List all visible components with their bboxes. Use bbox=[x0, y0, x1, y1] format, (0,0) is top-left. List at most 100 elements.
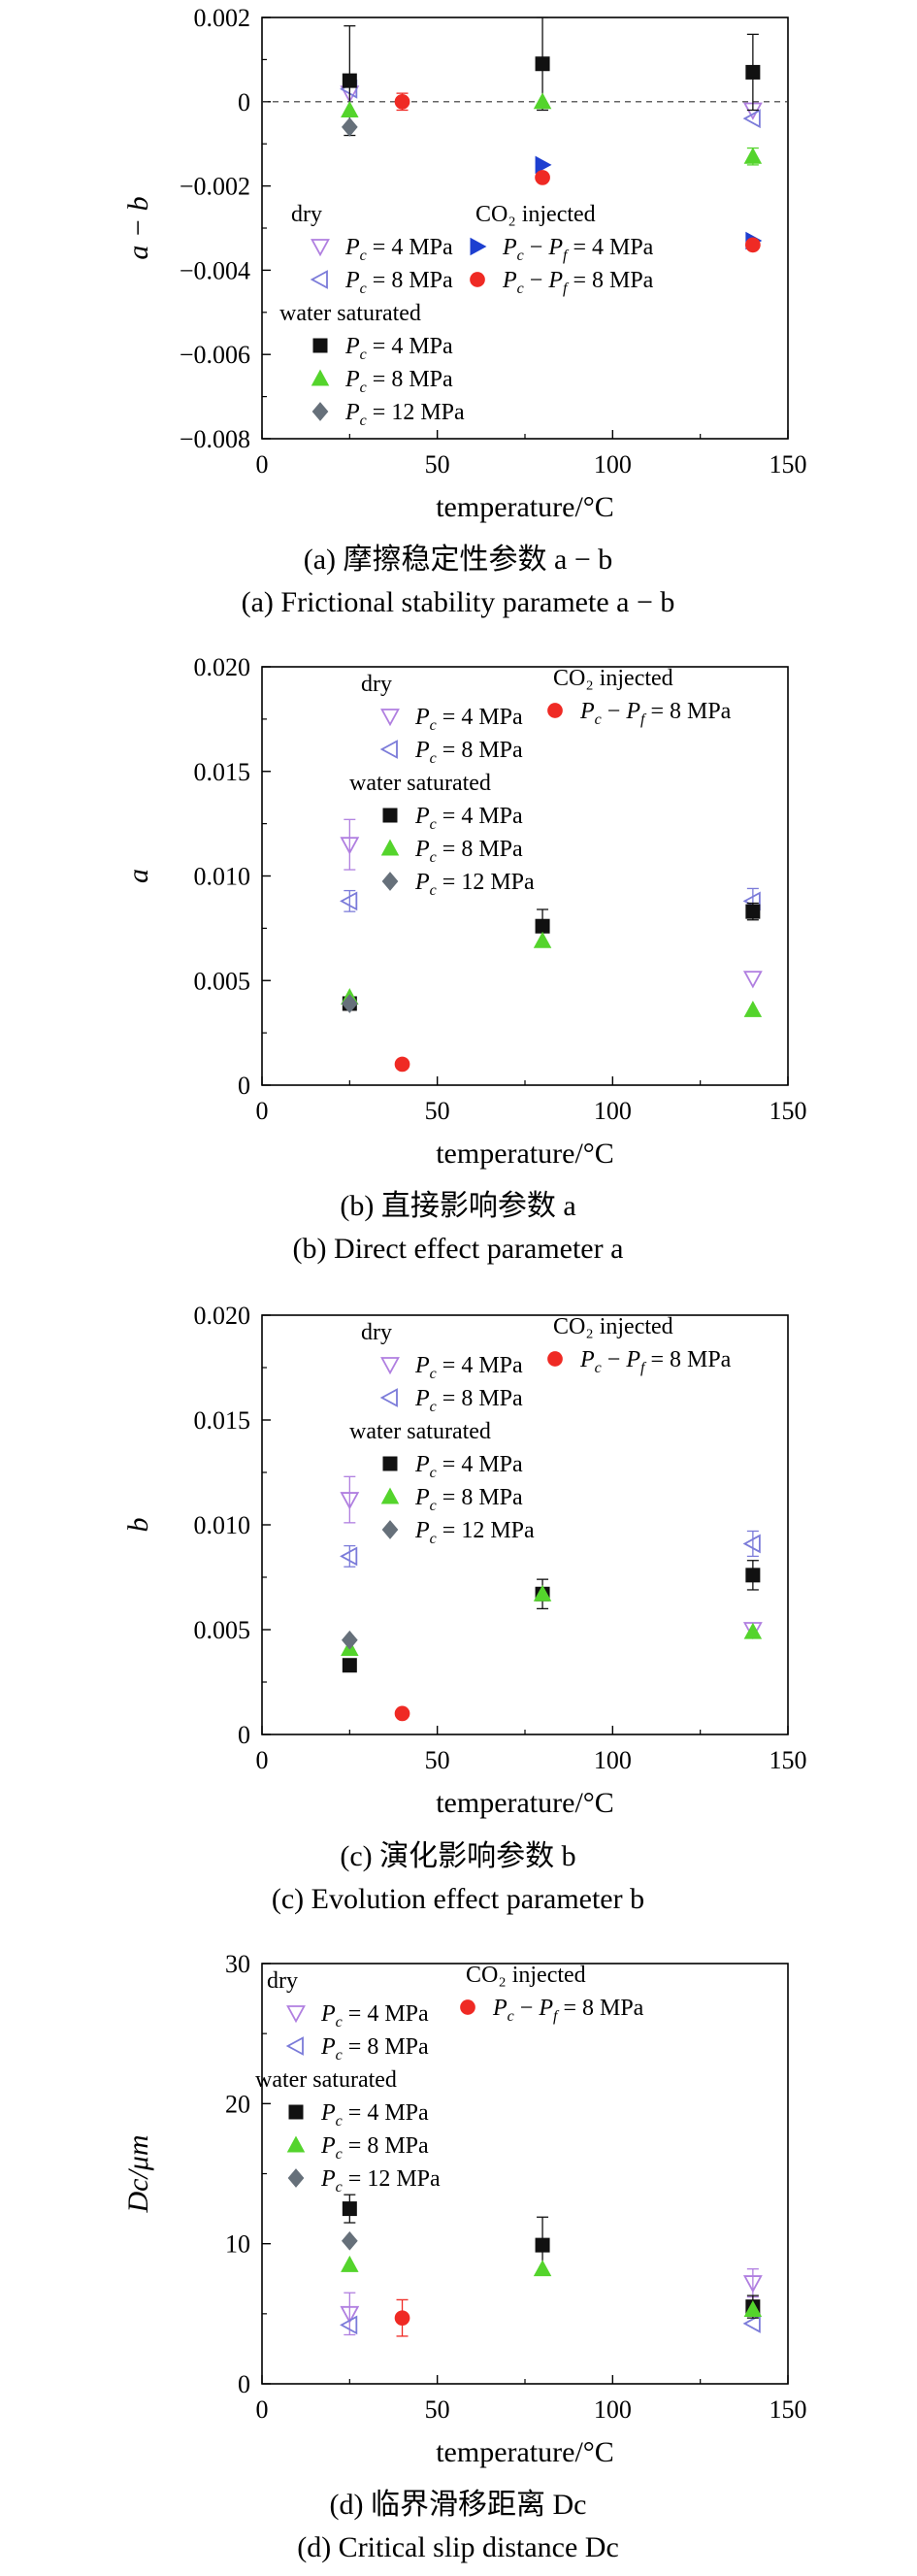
legend-marker bbox=[547, 1351, 563, 1367]
series-dry8 bbox=[340, 1530, 761, 1568]
data-point bbox=[341, 116, 358, 137]
data-point bbox=[394, 1705, 410, 1722]
legend-marker bbox=[380, 1357, 400, 1375]
y-axis-label: b bbox=[122, 1518, 154, 1533]
legend-label: Pc = 8 MPa bbox=[344, 367, 453, 396]
legend-marker bbox=[380, 709, 400, 727]
legend-label: Pc = 12 MPa bbox=[414, 1518, 535, 1547]
series-w4 bbox=[342, 1560, 761, 1673]
y-axis-label: a bbox=[122, 869, 154, 883]
x-tick-label: 50 bbox=[425, 1097, 450, 1125]
legend-marker bbox=[382, 1456, 398, 1471]
caption-english: (d) Critical slip distance Dc bbox=[297, 2531, 619, 2563]
data-point bbox=[342, 1658, 357, 1673]
series-w8 bbox=[341, 2255, 763, 2318]
legend-label: Pc − Pf = 8 MPa bbox=[579, 1347, 732, 1376]
data-point bbox=[745, 64, 761, 80]
legend-marker bbox=[379, 740, 398, 759]
x-axis-label: temperature/°C bbox=[436, 491, 614, 523]
data-point bbox=[745, 904, 761, 919]
legend-marker bbox=[380, 839, 400, 856]
y-tick-label: 0 bbox=[238, 2370, 250, 2398]
x-tick-label: 100 bbox=[594, 1097, 632, 1125]
data-point bbox=[340, 837, 360, 855]
legend-marker bbox=[382, 808, 398, 823]
series-co2_8 bbox=[394, 1705, 410, 1722]
series-dry8 bbox=[340, 2314, 761, 2335]
legend-label: Pc = 4 MPa bbox=[414, 804, 523, 833]
legend-label: Pc = 12 MPa bbox=[414, 870, 535, 899]
series-w12 bbox=[341, 116, 358, 137]
legend-group-water: water saturated bbox=[255, 2067, 397, 2093]
legend-label: Pc = 4 MPa bbox=[414, 705, 523, 734]
legend-label: Pc = 12 MPa bbox=[344, 400, 465, 429]
caption-english: (c) Evolution effect parameter b bbox=[272, 1883, 644, 1915]
data-point bbox=[535, 918, 550, 934]
data-point bbox=[340, 891, 358, 911]
data-point bbox=[340, 2315, 358, 2335]
x-axis-label: temperature/°C bbox=[436, 1787, 614, 1819]
y-tick-label: −0.004 bbox=[180, 256, 250, 284]
series-dry4 bbox=[340, 1475, 763, 1640]
legend-marker bbox=[547, 703, 563, 718]
data-point bbox=[341, 1630, 358, 1650]
caption-chinese: (c) 演化影响参数 b bbox=[340, 1840, 575, 1872]
chart-panel-d: 0 50 100 1503020100temperature/°CDc/μmdryPc… bbox=[122, 1950, 807, 2563]
x-tick-label: 150 bbox=[770, 1746, 807, 1774]
x-tick-label: 100 bbox=[594, 1746, 632, 1774]
legend-label: Pc = 8 MPa bbox=[414, 1386, 523, 1415]
legend: dry Pc = 4 MPa Pc = 8 MPa water saturated Pc… bbox=[349, 666, 732, 899]
data-point bbox=[340, 1546, 358, 1567]
legend-label: Pc = 4 MPa bbox=[344, 235, 453, 264]
legend-group-dry: dry bbox=[291, 202, 322, 227]
legend-group-co2: CO₂ injected bbox=[553, 1314, 673, 1339]
legend-group-dry: dry bbox=[361, 672, 392, 697]
y-tick-label: 0.010 bbox=[194, 863, 251, 891]
x-axis-label: temperature/°C bbox=[436, 2436, 614, 2468]
legend-label: Pc = 4 MPa bbox=[414, 1452, 523, 1481]
data-point bbox=[742, 1534, 761, 1554]
y-tick-label: −0.008 bbox=[180, 425, 250, 453]
legend-label: Pc = 8 MPa bbox=[320, 2034, 429, 2064]
series-w12 bbox=[341, 994, 358, 1013]
data-point bbox=[533, 931, 552, 948]
legend-marker bbox=[311, 402, 329, 421]
series-w12 bbox=[341, 2230, 358, 2251]
x-tick-label: 50 bbox=[425, 450, 450, 479]
legend-label: Pc − Pf = 8 MPa bbox=[579, 699, 732, 728]
legend-label: Pc − Pf = 8 MPa bbox=[492, 1996, 644, 2025]
y-tick-label: 0 bbox=[238, 1721, 250, 1749]
data-point bbox=[535, 155, 552, 175]
y-tick-label: 0.015 bbox=[194, 758, 251, 786]
legend-group-water: water saturated bbox=[279, 301, 421, 326]
x-axis-label: temperature/°C bbox=[436, 1138, 614, 1170]
x-tick-label: 100 bbox=[594, 450, 632, 479]
data-point bbox=[533, 1584, 552, 1602]
legend-marker bbox=[285, 2036, 304, 2056]
series-w4 bbox=[342, 17, 761, 137]
legend-group-water: water saturated bbox=[349, 771, 491, 796]
legend-group-co2: CO₂ injected bbox=[553, 666, 673, 691]
series-w8 bbox=[341, 92, 763, 166]
legend-label: Pc = 8 MPa bbox=[320, 2133, 429, 2163]
legend-label: Pc = 8 MPa bbox=[414, 837, 523, 866]
series-dry4 bbox=[340, 2267, 763, 2336]
data-point bbox=[340, 2305, 360, 2325]
data-point bbox=[341, 2255, 359, 2272]
series-dry4 bbox=[340, 818, 763, 989]
x-tick-label: 0 bbox=[256, 450, 269, 479]
data-point bbox=[742, 2275, 763, 2294]
legend-label: Pc = 8 MPa bbox=[414, 1485, 523, 1514]
series-w8 bbox=[341, 1584, 763, 1656]
x-tick-label: 150 bbox=[770, 1097, 807, 1125]
data-point bbox=[394, 1056, 410, 1073]
data-point bbox=[340, 1492, 360, 1510]
caption-english: (a) Frictional stability paramete a − b bbox=[242, 586, 675, 618]
y-tick-label: 0.002 bbox=[194, 4, 251, 32]
legend-marker bbox=[381, 872, 399, 891]
chart-panel-c: 0 50 100 150 0.020 0.015 0.010 0.005 0 temperatur… bbox=[122, 1302, 807, 1915]
x-tick-label: 0 bbox=[256, 1097, 269, 1125]
series-co2_8 bbox=[394, 1056, 410, 1073]
legend-label: Pc = 4 MPa bbox=[344, 334, 453, 363]
